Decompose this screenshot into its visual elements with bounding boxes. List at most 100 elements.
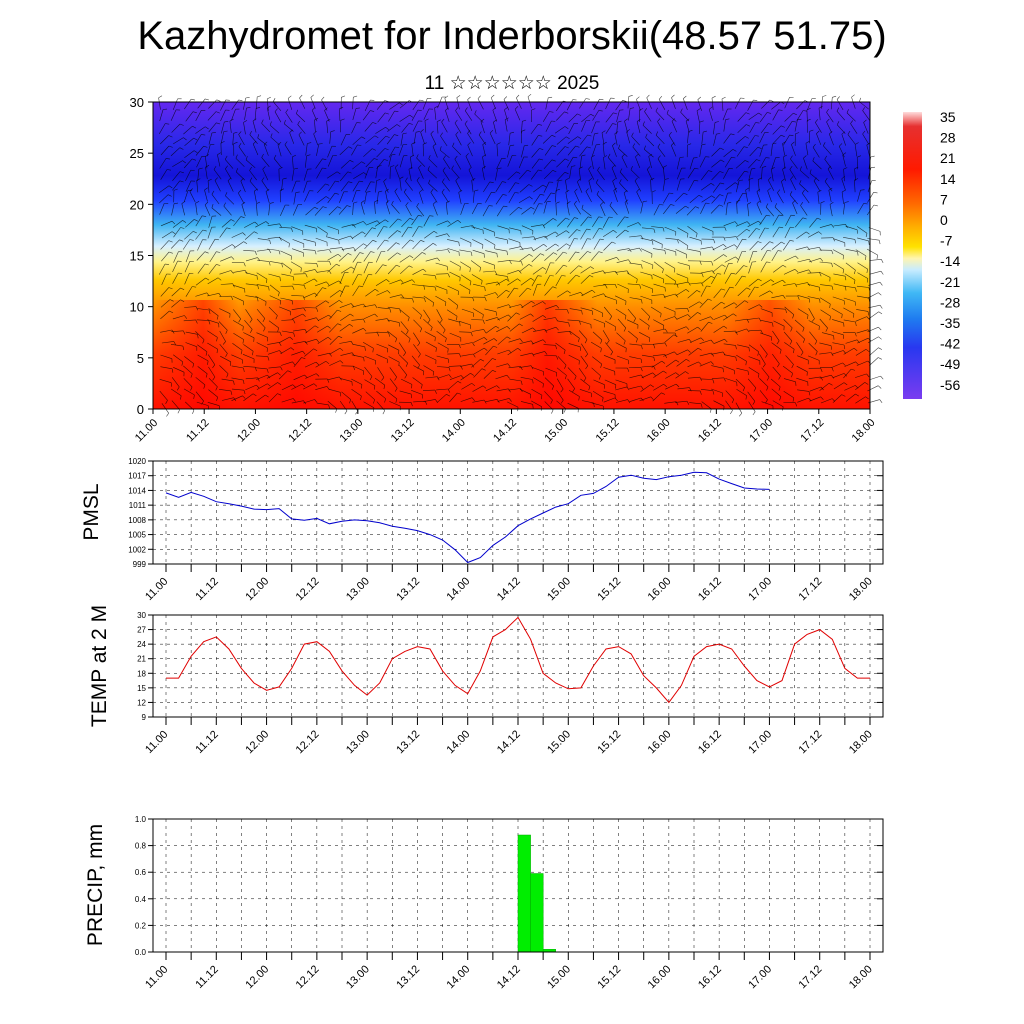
wind-barb: [544, 305, 557, 310]
wind-barb: [436, 331, 447, 339]
wind-barb-flag: [361, 161, 366, 164]
wind-barb: [855, 373, 867, 378]
wind-barb: [699, 352, 712, 357]
wind-barb-flag: [194, 219, 198, 222]
wind-barb-flag: [673, 268, 676, 273]
wind-barb: [711, 171, 721, 181]
wind-barb-flag: [641, 299, 643, 304]
wind-barb-flag: [363, 318, 366, 323]
wind-barb: [675, 400, 688, 403]
wind-barb: [387, 124, 398, 132]
wind-barb-flag: [532, 327, 536, 331]
wind-barb-flag: [496, 142, 501, 145]
wind-barb-flag: [866, 373, 870, 378]
wind-barb: [304, 338, 317, 343]
wind-barb: [615, 308, 627, 316]
wind-barb-flag: [542, 184, 547, 188]
wind-barb: [327, 146, 333, 158]
wind-barb-flag: [653, 357, 655, 362]
wind-barb: [760, 332, 772, 337]
wind-barb: [556, 243, 567, 252]
wind-barb-flag: [403, 188, 407, 193]
wind-barb-flag: [836, 107, 840, 112]
wind-barb: [161, 231, 173, 239]
wind-barb: [459, 363, 472, 367]
wind-barb: [272, 101, 282, 111]
wind-barb: [845, 393, 856, 402]
wind-barb-flag: [642, 121, 645, 126]
wind-barb: [615, 342, 627, 349]
wind-barb-flag: [863, 119, 867, 123]
wind-barb-flag: [591, 289, 596, 294]
wind-barb-flag: [598, 216, 603, 218]
wind-barb-flag: [732, 149, 737, 152]
wind-barb-flag: [609, 201, 613, 206]
wind-barb-flag: [641, 264, 643, 269]
wind-barb: [209, 251, 217, 263]
wind-barb: [497, 260, 510, 263]
wind-barb: [351, 303, 364, 308]
wind-barb: [291, 313, 303, 320]
x-tick-label: 17.12: [797, 728, 825, 756]
wind-barb: [503, 99, 510, 111]
wind-barb-flag: [857, 155, 862, 158]
wind-barb: [497, 349, 509, 355]
wind-barb: [292, 239, 304, 244]
wind-barb: [266, 98, 269, 111]
wind-barb-flag: [531, 108, 536, 111]
wind-barb: [292, 329, 305, 332]
wind-barb: [531, 339, 544, 345]
wind-barb: [232, 295, 244, 302]
wind-barb-flag: [222, 341, 226, 345]
wind-barb-flag: [241, 201, 246, 205]
wind-barb-flag: [173, 188, 178, 191]
wind-barb-flag: [675, 359, 680, 363]
x-tick-label: 16.12: [696, 728, 724, 756]
wind-barb-flag: [542, 383, 544, 388]
wind-barb: [329, 247, 342, 250]
wind-barb: [376, 148, 386, 158]
wind-barb: [665, 372, 676, 379]
wind-barb: [569, 265, 579, 275]
wind-barb-flag: [510, 144, 515, 146]
wind-barb: [243, 344, 254, 352]
wind-barb: [699, 260, 712, 262]
wind-barb-flag: [446, 200, 451, 203]
wind-barb-flag: [585, 365, 589, 370]
wind-barb: [768, 179, 775, 191]
wind-barb: [761, 367, 770, 378]
wind-barb-flag: [878, 326, 882, 331]
wind-barb-flag: [316, 339, 320, 343]
wind-barb-flag: [866, 316, 870, 320]
wind-barb: [352, 328, 364, 334]
wind-barb-flag: [205, 154, 209, 157]
wind-barb: [652, 248, 665, 251]
wind-barb: [504, 119, 508, 132]
wind-barb-flag: [508, 388, 511, 393]
wind-barb-flag: [314, 206, 319, 210]
wind-barb: [521, 327, 533, 334]
wind-barb-flag: [214, 177, 218, 181]
wind-barb: [723, 302, 735, 309]
wind-barb: [304, 224, 317, 229]
wind-barb: [601, 132, 605, 145]
wind-barb: [567, 145, 576, 156]
wind-barb: [360, 202, 365, 215]
wind-barb-flag: [482, 154, 487, 158]
wind-barb-flag: [359, 252, 364, 254]
wind-barb: [316, 402, 329, 406]
wind-barb-flag: [238, 318, 241, 323]
wind-barb-flag: [640, 374, 644, 379]
wind-barb-flag: [587, 238, 592, 240]
wind-barb: [189, 191, 196, 203]
wind-barb: [699, 339, 712, 344]
wind-barb: [219, 270, 231, 275]
x-tick-label: 14.00: [440, 417, 468, 445]
wind-barb: [533, 235, 546, 240]
wind-barb: [459, 237, 472, 244]
wind-barb-flag: [192, 410, 195, 415]
wind-barb: [207, 180, 210, 193]
wind-barb: [170, 344, 183, 347]
wind-barb-flag: [267, 383, 271, 387]
